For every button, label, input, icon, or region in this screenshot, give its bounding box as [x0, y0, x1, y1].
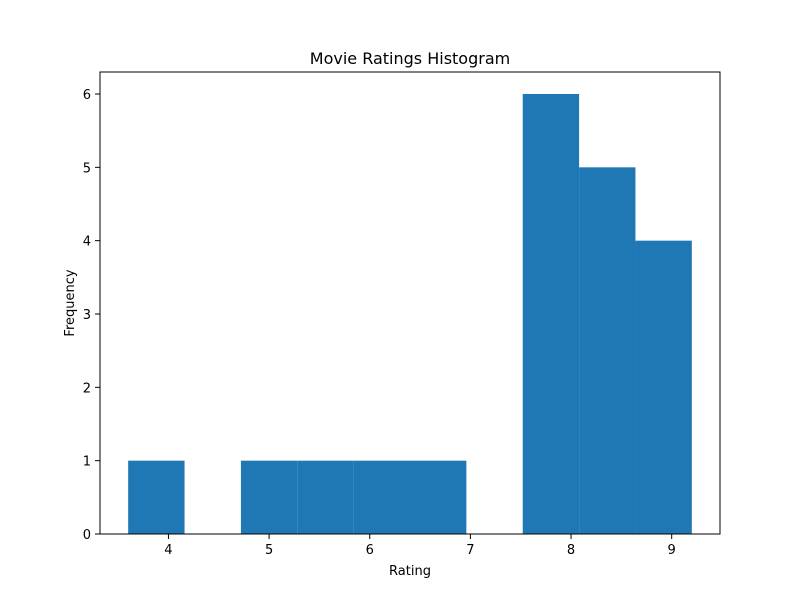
- y-tick-label: 2: [83, 381, 91, 396]
- x-tick-label: 4: [164, 543, 172, 558]
- histogram-bar-0: [128, 460, 185, 534]
- x-tick-label: 9: [668, 543, 676, 558]
- bars-layer: [128, 94, 692, 535]
- x-tick-label: 5: [265, 543, 273, 558]
- plot-frame: [99, 71, 721, 535]
- y-tick-label: 4: [83, 235, 91, 250]
- histogram-bar-7: [522, 94, 580, 534]
- y-tick-label: 3: [83, 308, 91, 323]
- histogram-bar-4: [353, 460, 410, 534]
- y-axis-label: Frequency: [63, 269, 78, 336]
- x-axis-label: Rating: [389, 564, 431, 579]
- y-tick-label: 1: [83, 455, 91, 470]
- y-tick-label: 0: [83, 528, 91, 543]
- x-axis-ticks: 4 5 6 7 8 9: [164, 534, 676, 558]
- histogram-bar-3: [297, 460, 354, 534]
- x-tick-label: 6: [366, 543, 374, 558]
- y-tick-label: 5: [83, 161, 91, 176]
- histogram-bar-5: [410, 460, 467, 534]
- x-tick-label: 7: [466, 543, 474, 558]
- y-tick-label: 6: [83, 88, 91, 103]
- x-tick-label: 8: [567, 543, 575, 558]
- histogram-bar-8: [579, 167, 636, 534]
- y-axis-ticks: 0 1 2 3 4 5 6: [83, 88, 100, 543]
- chart-title: Movie Ratings Histogram: [310, 49, 510, 68]
- histogram-bar-9: [635, 240, 692, 535]
- histogram-bar-2: [240, 460, 298, 534]
